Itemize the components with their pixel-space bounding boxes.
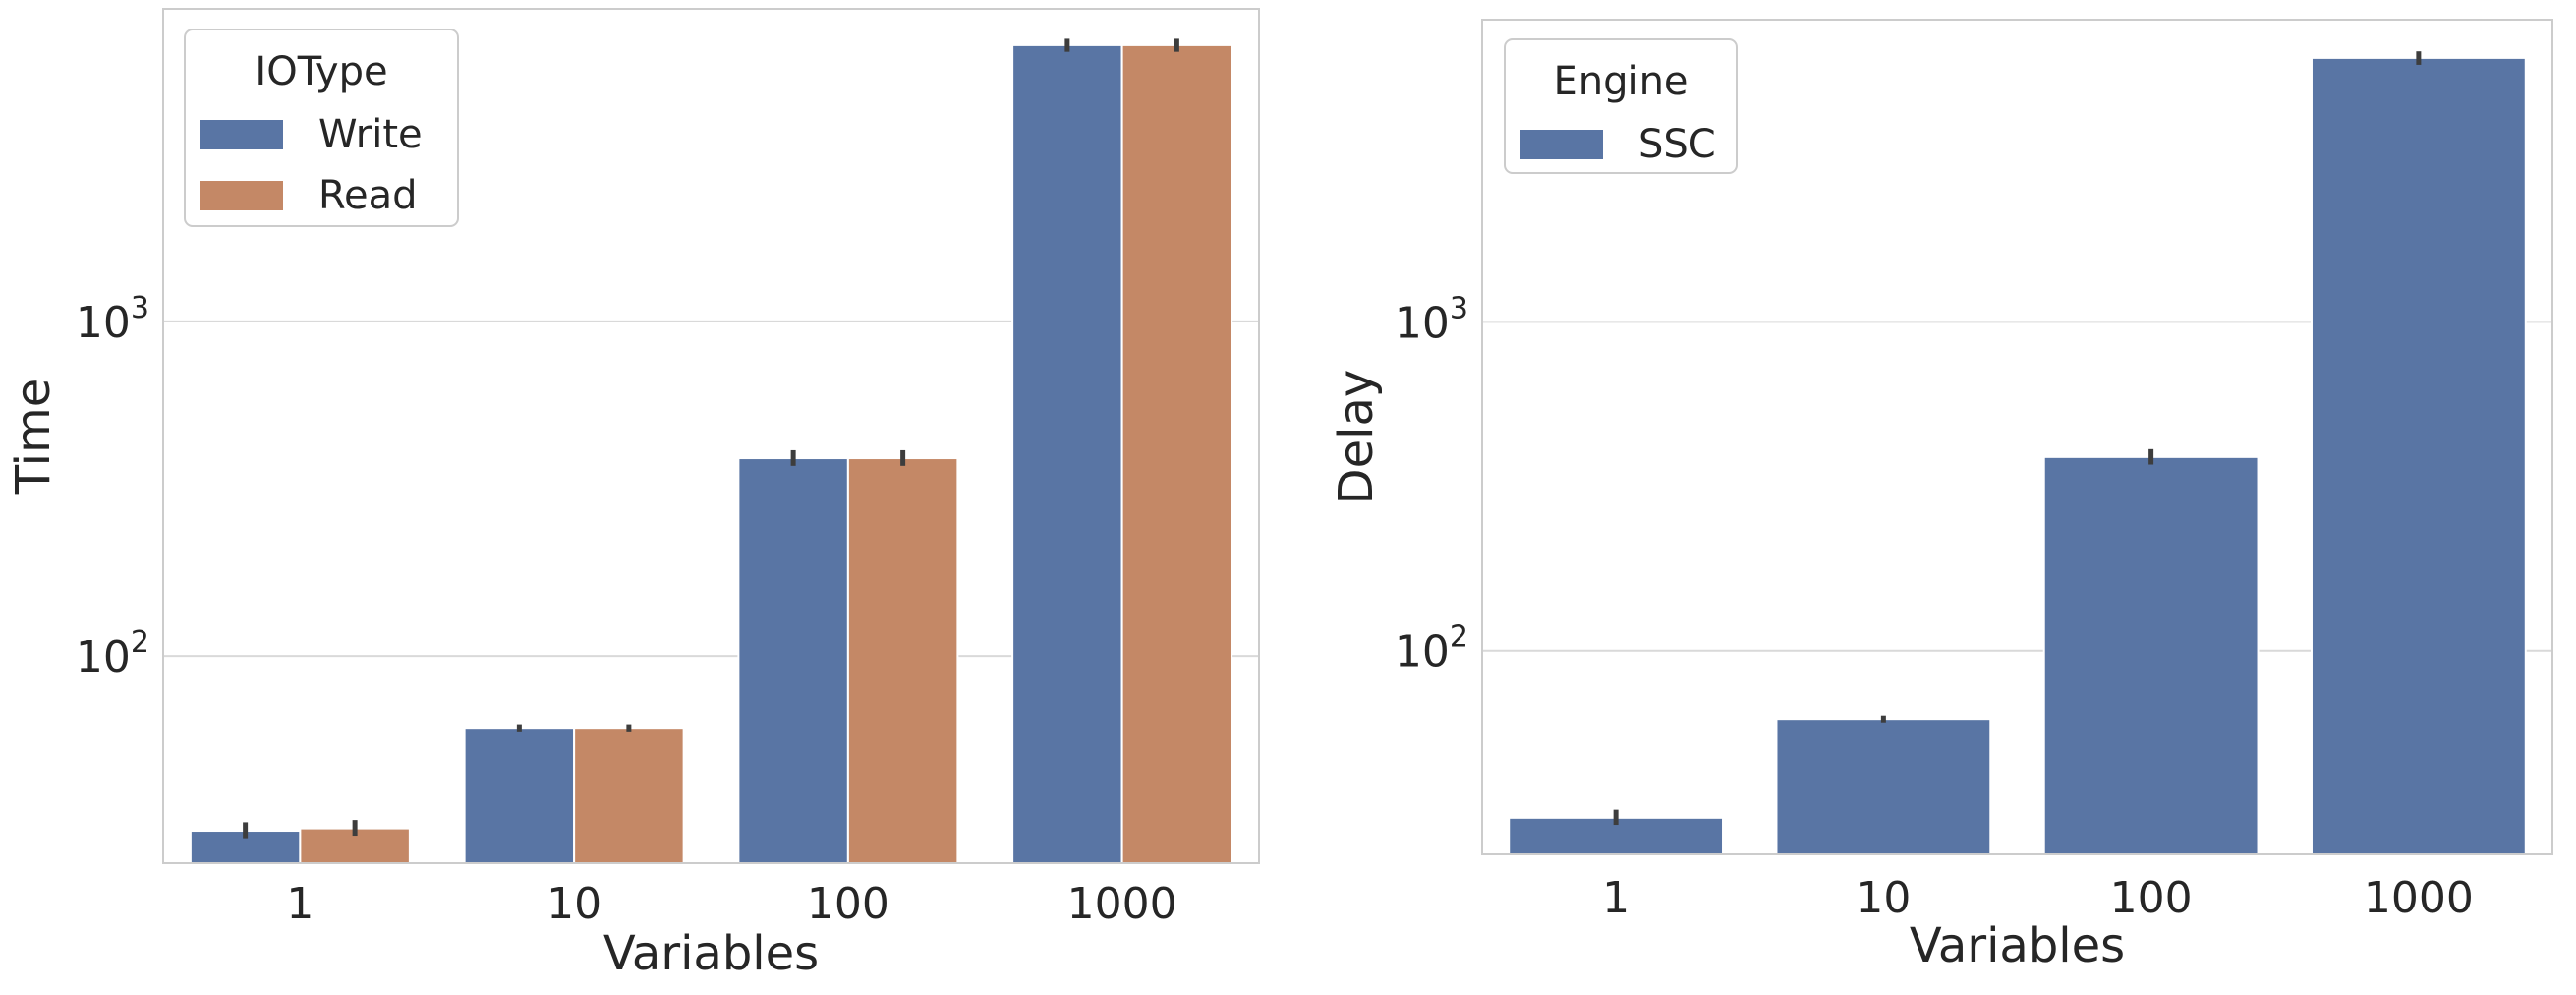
legend-swatch-read [200, 181, 283, 210]
x-tick-label: 1000 [1067, 879, 1177, 929]
plot-frame [162, 8, 1260, 864]
legend-title: Engine [1553, 59, 1688, 104]
x-axis-label: Variables [1910, 918, 2125, 973]
legend-label-read: Read [318, 173, 418, 218]
x-tick-label: 1000 [2364, 873, 2474, 923]
x-tick-label: 100 [807, 879, 889, 929]
bar-write-1000 [1011, 43, 1123, 864]
x-tick-label: 10 [1856, 873, 1911, 923]
x-tick-label: 1 [286, 879, 314, 929]
bar-write-10 [463, 727, 576, 864]
legend-swatch-write [200, 120, 283, 149]
y-axis-label: Delay [1329, 370, 1384, 505]
bar-read-10 [573, 727, 685, 864]
y-tick-label: 103 [1395, 291, 1468, 348]
chart-panel-2: 1 10 100 1000 102 103 Variables Delay Engine SSC [1329, 19, 2553, 973]
x-tick-label: 10 [546, 879, 601, 929]
bar-ssc-1000 [2310, 56, 2527, 855]
y-tick-label: 102 [76, 625, 149, 682]
legend-label-write: Write [318, 112, 423, 157]
legend-label-ssc: SSC [1638, 122, 1716, 167]
legend-swatch-ssc [1520, 130, 1603, 159]
chart-panel-1: 1 10 100 1000 102 103 Variables Time IOType Write… [6, 8, 1260, 981]
y-tick-label: 102 [1395, 620, 1468, 677]
x-axis-label: Variables [603, 926, 819, 981]
legend: Engine SSC [1504, 38, 1738, 174]
legend: IOType Write Read [184, 29, 459, 227]
legend-title: IOType [255, 49, 387, 94]
x-tick-label: 1 [1602, 873, 1630, 923]
y-axis-label: Time [6, 379, 61, 495]
bar-read-100 [846, 457, 959, 864]
legend-box [184, 29, 459, 227]
x-tick-label: 100 [2110, 873, 2193, 923]
bar-ssc-100 [2042, 455, 2260, 855]
bar-ssc-10 [1775, 718, 1992, 855]
plot-frame [1481, 19, 2553, 855]
bar-write-100 [737, 457, 849, 864]
y-tick-label: 103 [76, 291, 149, 348]
bar-read-1000 [1120, 43, 1233, 864]
